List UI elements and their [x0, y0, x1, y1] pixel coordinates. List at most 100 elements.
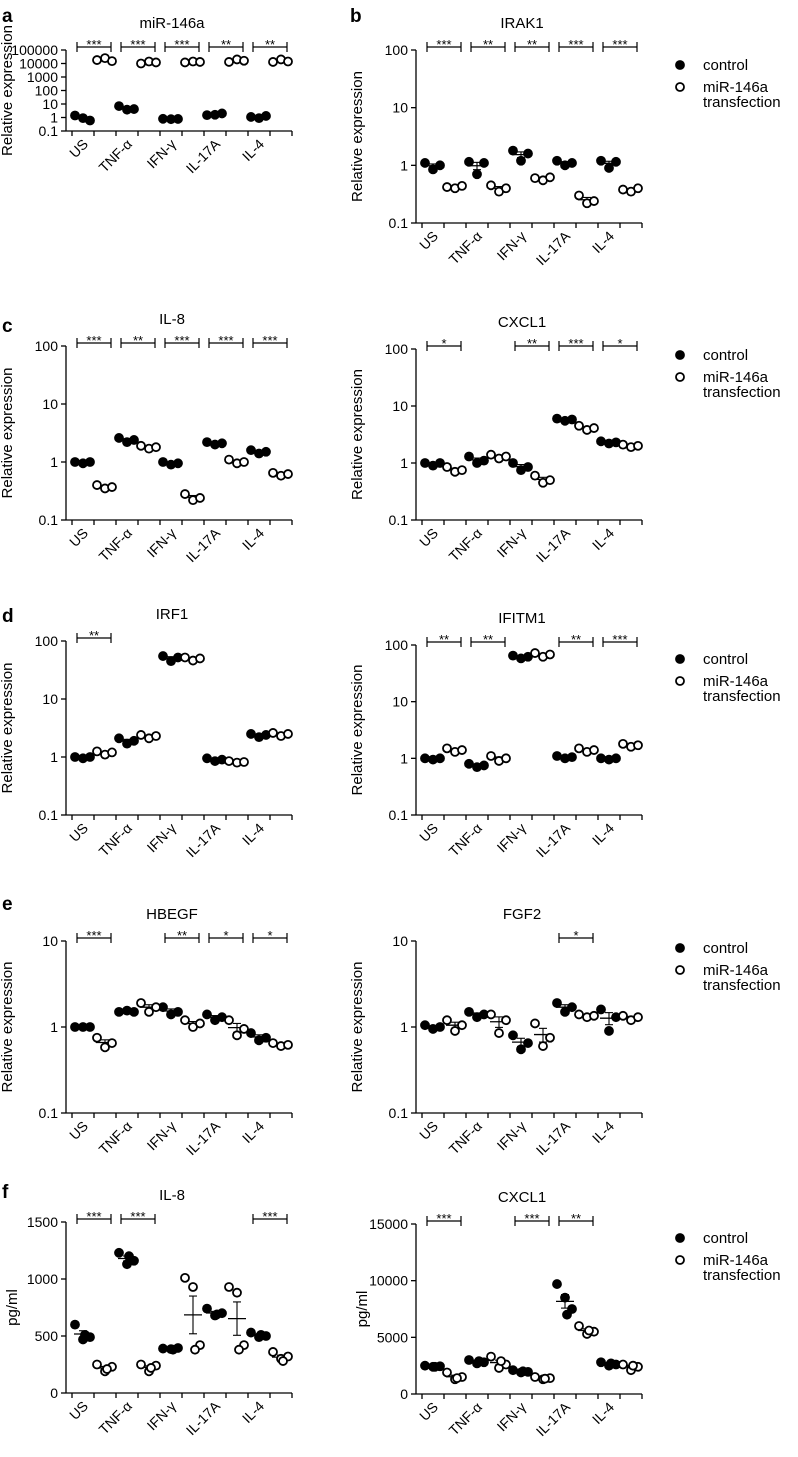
point-control — [70, 110, 80, 121]
point-transfection — [486, 751, 496, 761]
point-transfection — [283, 729, 293, 739]
point-control — [464, 758, 474, 769]
significance-stars: *** — [130, 37, 145, 52]
legend-label: miR-146a — [703, 673, 769, 690]
point-transfection — [574, 1009, 584, 1020]
y-tick-label: 1 — [50, 1019, 58, 1035]
point-transfection — [501, 753, 511, 764]
point-control — [129, 104, 139, 114]
point-transfection — [486, 449, 496, 460]
y-tick-label: 1 — [50, 454, 58, 470]
significance-stars: *** — [86, 333, 101, 348]
point-transfection — [450, 1026, 460, 1036]
x-tick-label: TNF-α — [446, 820, 486, 860]
point-transfection — [530, 1372, 540, 1382]
point-transfection — [239, 457, 249, 467]
point-transfection — [457, 465, 467, 476]
point-transfection — [195, 57, 205, 67]
y-axis-label: pg/ml — [4, 1289, 21, 1326]
point-transfection — [618, 184, 628, 195]
point-control — [567, 1002, 577, 1013]
chart-a: miR-146a 0.1110100100010000100000Relative… — [0, 15, 293, 176]
y-axis-label: Relative expression — [0, 25, 16, 156]
point-transfection — [486, 1009, 496, 1020]
chart-e2: FGF2 0.1 1 10 Relative expression US TNF-α IFN-… — [349, 906, 643, 1158]
legend-filled-circle-icon — [675, 60, 685, 70]
point-control — [261, 446, 271, 457]
significance-stars: ** — [221, 37, 231, 52]
x-tick-label: IL-17A — [183, 135, 224, 176]
point-control — [173, 114, 183, 124]
point-transfection — [442, 1015, 452, 1026]
significance-stars: *** — [568, 336, 583, 351]
significance-stars: ** — [527, 336, 537, 351]
point-transfection — [530, 173, 540, 184]
y-tick-label: 0.1 — [39, 123, 59, 139]
point-control — [464, 1355, 474, 1365]
point-transfection — [442, 1367, 452, 1378]
point-transfection — [239, 1024, 249, 1034]
significance-stars: *** — [436, 1211, 451, 1226]
point-control — [435, 458, 445, 468]
point-transfection — [232, 1287, 242, 1298]
point-control — [70, 752, 80, 762]
x-tick-label: IL-17A — [533, 819, 574, 860]
legend-open-circle-icon — [675, 82, 685, 92]
point-control — [246, 1028, 256, 1038]
x-tick-label: IL-17A — [533, 524, 574, 565]
point-transfection — [283, 469, 293, 479]
point-transfection — [496, 1356, 506, 1367]
panel-letter-c: c — [2, 316, 13, 337]
point-control — [560, 1006, 570, 1017]
legend-label: control — [703, 1230, 748, 1247]
significance-stars: ** — [177, 928, 187, 943]
y-tick-label: 100 — [385, 42, 409, 58]
point-control — [70, 1319, 80, 1330]
point-transfection — [545, 1032, 555, 1043]
x-tick-label: US — [66, 1118, 91, 1143]
x-tick-label: TNF-α — [96, 1398, 136, 1438]
significance-stars: *** — [130, 1209, 145, 1224]
x-tick-label: IFN-γ — [494, 525, 530, 561]
legend-label: transfection — [703, 384, 781, 401]
point-control — [261, 1032, 271, 1043]
x-tick-label: IFN-γ — [494, 228, 530, 264]
legend-filled-circle-icon — [675, 350, 685, 360]
charts-layer: miR-146a0.1110100100010000100000Relative… — [0, 15, 643, 1439]
point-control — [567, 414, 577, 425]
significance-stars: ** — [133, 333, 143, 348]
point-transfection — [268, 1038, 278, 1048]
x-tick-label: US — [66, 820, 91, 845]
point-transfection — [574, 420, 584, 431]
point-control — [202, 1009, 212, 1020]
point-control — [464, 156, 474, 167]
chart-title: miR-146a — [139, 15, 205, 32]
y-tick-label: 10 — [392, 398, 408, 414]
point-control — [173, 1006, 183, 1017]
y-axis-label: Relative expression — [0, 663, 16, 794]
significance-stars: * — [441, 336, 446, 351]
point-control — [552, 413, 562, 424]
point-transfection — [144, 1006, 154, 1017]
point-control — [420, 753, 430, 764]
panel-letter-d: d — [2, 606, 14, 627]
significance-stars: ** — [439, 632, 449, 647]
point-transfection — [457, 745, 467, 755]
point-transfection — [92, 1032, 102, 1043]
point-control — [85, 457, 95, 467]
point-transfection — [633, 183, 643, 194]
point-transfection — [589, 745, 599, 755]
point-transfection — [530, 470, 540, 481]
point-control — [158, 651, 168, 661]
y-tick-label: 1 — [400, 1019, 408, 1035]
x-tick-label: IL-4 — [589, 1118, 618, 1147]
significance-stars: * — [267, 928, 272, 943]
point-transfection — [628, 1360, 638, 1371]
chart-title: IL-8 — [159, 311, 185, 328]
x-tick-label: US — [66, 525, 91, 550]
point-transfection — [107, 1038, 117, 1048]
point-control — [202, 1303, 212, 1314]
x-tick-label: IFN-γ — [494, 820, 530, 856]
